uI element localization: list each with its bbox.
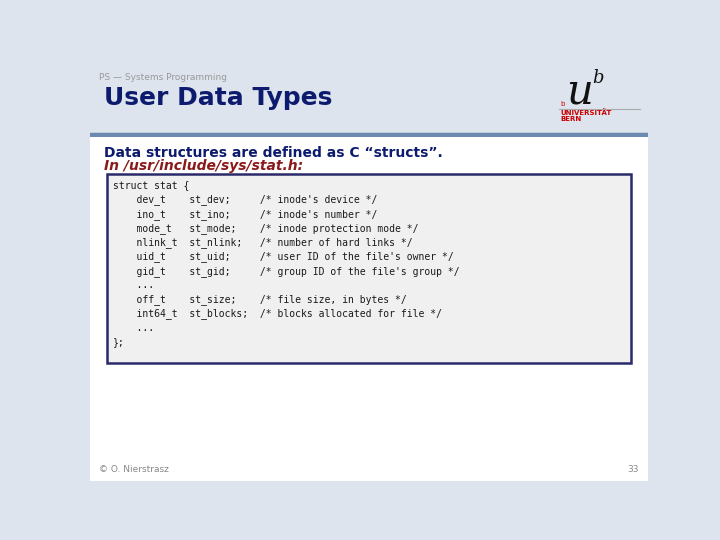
Text: ...: ...	[113, 280, 154, 290]
Text: mode_t   st_mode;    /* inode protection mode */: mode_t st_mode; /* inode protection mode…	[113, 223, 419, 234]
Text: off_t    st_size;    /* file size, in bytes */: off_t st_size; /* file size, in bytes */	[113, 294, 407, 305]
Text: ino_t    st_ino;     /* inode's number */: ino_t st_ino; /* inode's number */	[113, 209, 377, 220]
Text: In /usr/include/sys/stat.h:: In /usr/include/sys/stat.h:	[104, 159, 303, 173]
Text: BERN: BERN	[560, 117, 582, 123]
Text: ...: ...	[113, 323, 154, 333]
Text: b: b	[593, 70, 603, 87]
Text: };: };	[113, 337, 125, 347]
Text: b: b	[560, 101, 564, 107]
Text: User Data Types: User Data Types	[104, 86, 333, 110]
Text: UNIVERSITÄT: UNIVERSITÄT	[560, 110, 612, 117]
Text: struct stat {: struct stat {	[113, 180, 189, 190]
Text: PS — Systems Programming: PS — Systems Programming	[99, 72, 228, 82]
Bar	[90, 137, 648, 481]
Text: uid_t    st_uid;     /* user ID of the file's owner */: uid_t st_uid; /* user ID of the file's o…	[113, 252, 454, 262]
Text: Data structures are defined as C “structs”.: Data structures are defined as C “struct…	[104, 146, 443, 160]
Text: © O. Nierstrasz: © O. Nierstrasz	[99, 465, 169, 475]
Text: dev_t    st_dev;     /* inode's device */: dev_t st_dev; /* inode's device */	[113, 194, 377, 205]
Text: 33: 33	[627, 465, 639, 475]
Text: u: u	[567, 71, 593, 113]
Text: int64_t  st_blocks;  /* blocks allocated for file */: int64_t st_blocks; /* blocks allocated f…	[113, 308, 442, 320]
FancyBboxPatch shape	[107, 174, 631, 363]
Bar	[90, 65, 648, 134]
Text: gid_t    st_gid;     /* group ID of the file's group */: gid_t st_gid; /* group ID of the file's …	[113, 266, 460, 276]
Text: nlink_t  st_nlink;   /* number of hard links */: nlink_t st_nlink; /* number of hard link…	[113, 237, 413, 248]
